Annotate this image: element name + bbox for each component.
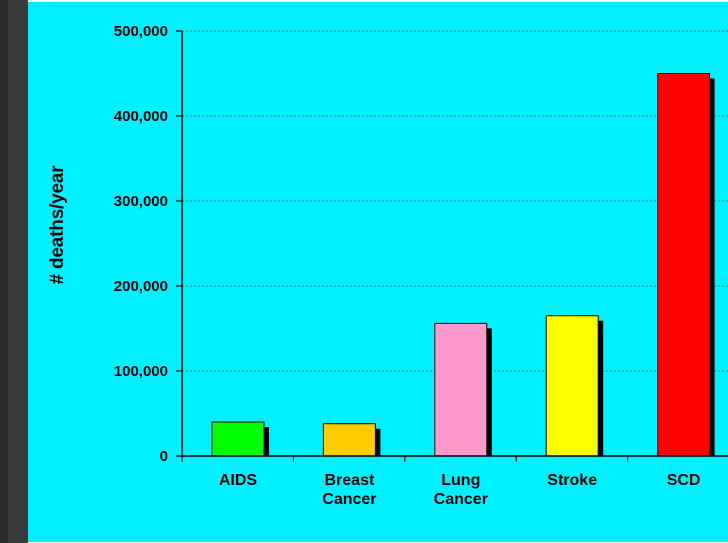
bar — [322, 423, 376, 457]
y-tick-labels: 0 100,000 200,000 300,000 400,000 500,000 — [114, 23, 168, 465]
category-label: Cancer — [434, 491, 488, 508]
bar — [211, 421, 265, 457]
y-tick-label: 0 — [160, 448, 168, 465]
bar — [434, 322, 488, 457]
axes — [181, 31, 728, 462]
category-label: Stroke — [547, 472, 597, 489]
category-label: Breast — [324, 472, 374, 489]
left-frame-edge — [0, 0, 8, 543]
y-tick-label: 300,000 — [114, 193, 168, 210]
category-label: SCD — [667, 472, 701, 489]
bar — [545, 315, 599, 457]
y-tick-label: 500,000 — [114, 23, 168, 40]
y-tick-label: 400,000 — [114, 108, 168, 125]
bar — [657, 73, 711, 457]
category-label: AIDS — [219, 472, 258, 489]
y-tick-label: 200,000 — [114, 278, 168, 295]
bars — [211, 73, 715, 457]
category-labels: AIDS Breast Cancer Lung Cancer Stroke SCD — [219, 472, 701, 508]
category-label: Cancer — [322, 491, 376, 508]
category-label: Lung — [441, 472, 480, 489]
y-tick-label: 100,000 — [114, 363, 168, 380]
